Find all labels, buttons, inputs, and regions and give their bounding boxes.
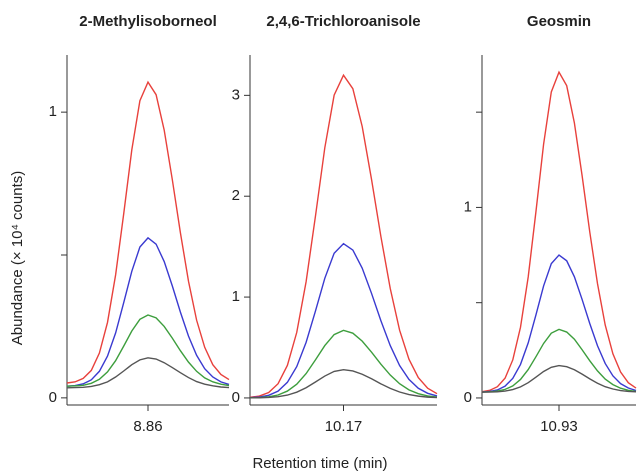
y-tick-label: 2 xyxy=(232,187,240,204)
series-line xyxy=(249,368,438,399)
y-axis-label: Abundance (× 10⁴ counts) xyxy=(9,171,26,345)
panel-title: 2,4,6-Trichloroanisole xyxy=(266,13,420,30)
y-tick-label: 0 xyxy=(232,389,240,406)
y-tick-label: 1 xyxy=(464,198,472,215)
series-line xyxy=(66,357,230,389)
y-tick-label: 1 xyxy=(49,103,57,120)
series-line xyxy=(66,314,230,387)
y-tick-label: 0 xyxy=(49,389,57,406)
y-tick-label: 3 xyxy=(232,86,240,103)
x-axis-label: Retention time (min) xyxy=(252,455,387,472)
series-line xyxy=(249,329,438,399)
x-tick-label: 10.93 xyxy=(540,418,578,435)
series-line xyxy=(481,364,637,393)
series-line xyxy=(249,73,438,399)
series-line xyxy=(481,254,637,393)
y-tick-label: 0 xyxy=(464,389,472,406)
x-tick-label: 10.17 xyxy=(325,418,363,435)
series-line xyxy=(481,70,637,393)
x-tick-label: 8.86 xyxy=(133,418,162,435)
series-line xyxy=(66,236,230,387)
series-line xyxy=(249,242,438,399)
panel-title: Geosmin xyxy=(527,13,591,30)
series-line xyxy=(481,328,637,393)
y-tick-label: 1 xyxy=(232,288,240,305)
panel-title: 2-Methylisoborneol xyxy=(79,13,217,30)
series-line xyxy=(66,80,230,384)
